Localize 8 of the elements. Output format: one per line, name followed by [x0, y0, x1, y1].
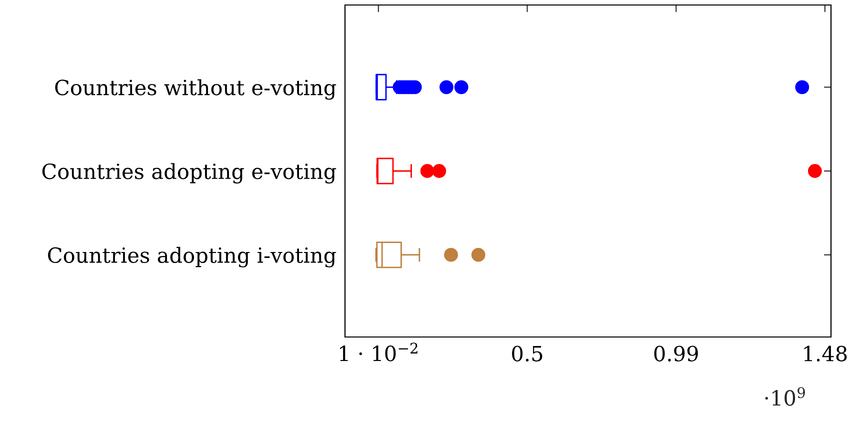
y-tick-label: Countries without e-voting: [55, 79, 336, 100]
x-tick-label: 1 · 10$^{−2}$: [340, 342, 418, 362]
y-tick-label: Countries adopting e-voting: [42, 163, 336, 184]
x-tick-label: 0.5: [512, 346, 542, 362]
y-tick-label: Countries adopting i-voting: [48, 246, 336, 268]
x-tick-label: 0.99: [654, 346, 698, 362]
x-tick-label: 1.48: [804, 346, 847, 362]
text: ·10$^{9}$: [765, 387, 805, 406]
